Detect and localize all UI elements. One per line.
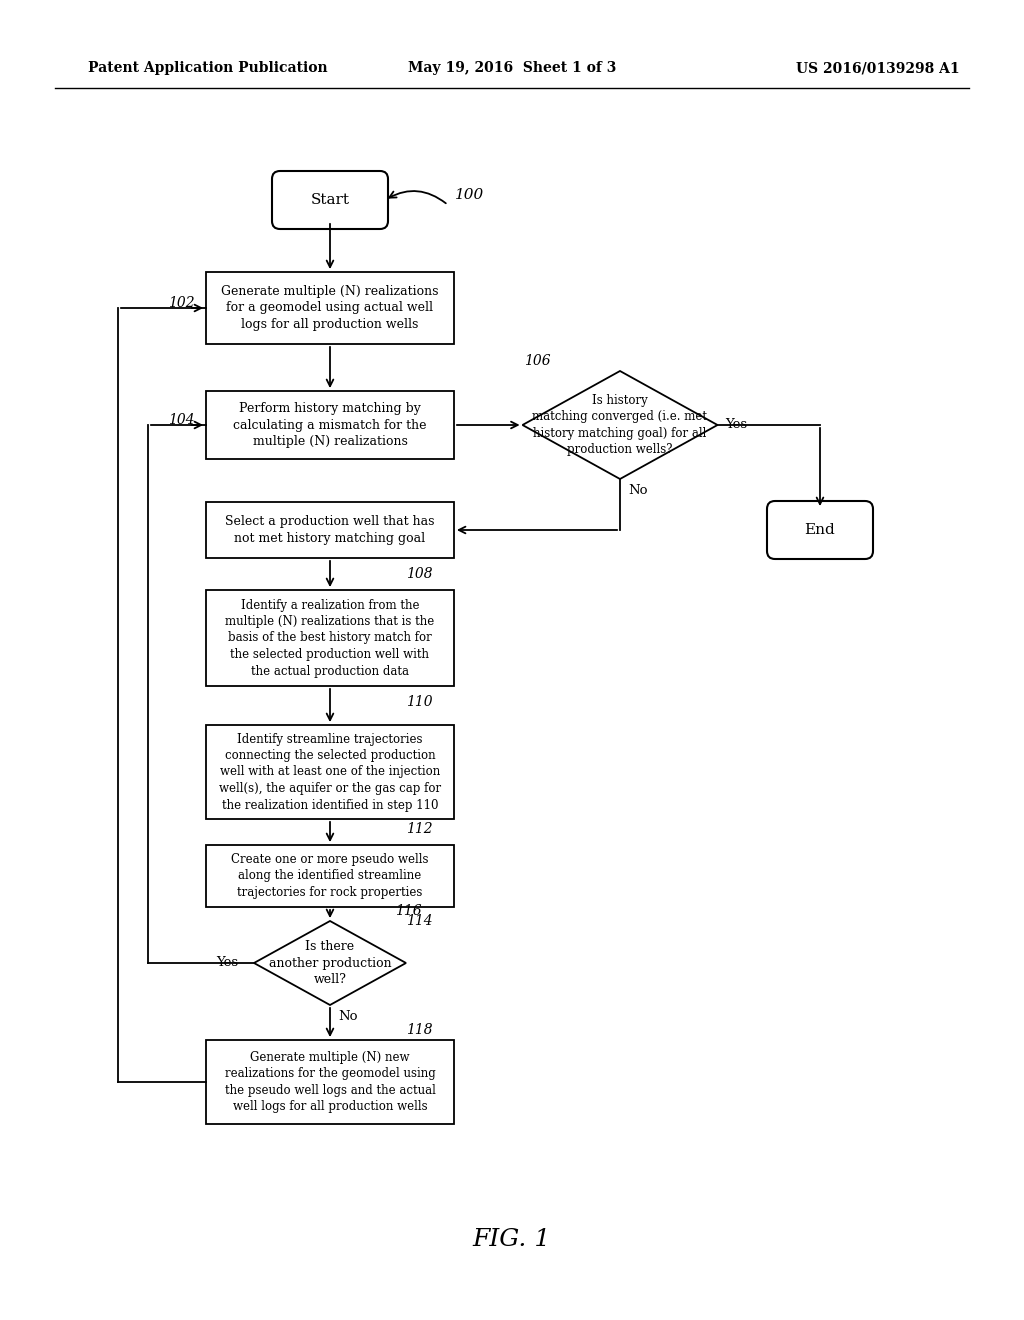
Text: Patent Application Publication: Patent Application Publication: [88, 61, 328, 75]
Bar: [206, 845, 454, 907]
Text: No: No: [338, 1011, 357, 1023]
Text: Yes: Yes: [725, 418, 748, 432]
Bar: [206, 272, 454, 345]
FancyBboxPatch shape: [272, 172, 388, 228]
Text: FIG. 1: FIG. 1: [473, 1229, 551, 1251]
Text: Identify streamline trajectories
connecting the selected production
well with at: Identify streamline trajectories connect…: [219, 733, 441, 812]
Polygon shape: [254, 921, 406, 1005]
Text: 106: 106: [524, 354, 551, 368]
Text: 104: 104: [168, 413, 195, 426]
Text: Start: Start: [310, 193, 349, 207]
Bar: [206, 391, 454, 459]
FancyBboxPatch shape: [767, 502, 873, 558]
Polygon shape: [522, 371, 718, 479]
Text: Generate multiple (N) realizations
for a geomodel using actual well
logs for all: Generate multiple (N) realizations for a…: [221, 285, 438, 331]
Bar: [206, 1040, 454, 1125]
Text: 102: 102: [168, 296, 195, 310]
Text: 114: 114: [406, 913, 432, 928]
Bar: [206, 725, 454, 818]
Text: Generate multiple (N) new
realizations for the geomodel using
the pseudo well lo: Generate multiple (N) new realizations f…: [224, 1051, 435, 1113]
Text: Perform history matching by
calculating a mismatch for the
multiple (N) realizat: Perform history matching by calculating …: [233, 403, 427, 447]
Text: 118: 118: [406, 1023, 432, 1038]
Text: Yes: Yes: [216, 957, 239, 969]
Text: Is history
matching converged (i.e. met
history matching goal) for all
productio: Is history matching converged (i.e. met …: [532, 393, 708, 457]
Bar: [206, 502, 454, 558]
Text: No: No: [628, 484, 647, 498]
Text: Identify a realization from the
multiple (N) realizations that is the
basis of t: Identify a realization from the multiple…: [225, 598, 434, 677]
Text: 100: 100: [455, 187, 484, 202]
Text: Select a production well that has
not met history matching goal: Select a production well that has not me…: [225, 515, 435, 545]
Text: May 19, 2016  Sheet 1 of 3: May 19, 2016 Sheet 1 of 3: [408, 61, 616, 75]
Text: Is there
another production
well?: Is there another production well?: [268, 940, 391, 986]
Bar: [206, 590, 454, 686]
Text: 112: 112: [406, 822, 432, 836]
Text: End: End: [805, 523, 836, 537]
Text: 116: 116: [395, 904, 422, 917]
Text: US 2016/0139298 A1: US 2016/0139298 A1: [797, 61, 961, 75]
Text: 110: 110: [406, 696, 432, 709]
Text: 108: 108: [406, 568, 432, 581]
Text: Create one or more pseudo wells
along the identified streamline
trajectories for: Create one or more pseudo wells along th…: [231, 853, 429, 899]
